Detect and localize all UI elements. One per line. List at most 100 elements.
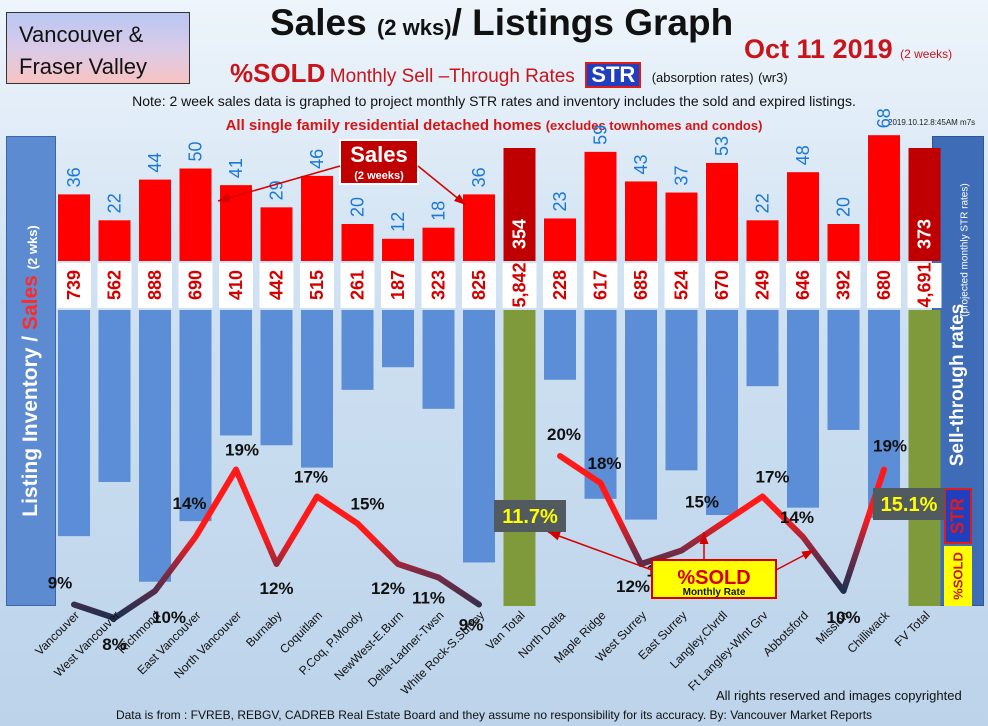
inventory-label: 739 [64, 270, 84, 300]
str-label: 19% [873, 437, 907, 456]
sales-bar [868, 135, 900, 261]
inventory-bar [220, 310, 252, 436]
category-label: Burnaby [243, 608, 285, 650]
str-label: 19% [225, 441, 259, 460]
inventory-bar [503, 310, 536, 606]
inventory-label: 690 [186, 270, 206, 300]
str-label: 11% [412, 589, 445, 608]
sales-label: 20 [834, 197, 854, 217]
total-str-box [494, 500, 566, 532]
inventory-bar [179, 310, 212, 522]
str-label: 15% [685, 493, 719, 512]
str-label: 12% [371, 579, 405, 598]
total-str-label: 11.7% [502, 506, 558, 528]
sales-label: 46 [307, 149, 327, 169]
date-note: (2 weeks) [900, 47, 953, 61]
inventory-label: 187 [388, 270, 408, 300]
str-label: 20% [547, 425, 581, 444]
str-label: 10% [826, 608, 860, 627]
left-axis-panel [6, 136, 56, 606]
inventory-label-box [138, 263, 172, 308]
inventory-bar [544, 310, 576, 380]
sales-label: 20 [348, 197, 368, 217]
sales-bar [584, 151, 617, 261]
bars-layer [57, 135, 942, 606]
inventory-label-box [300, 263, 334, 308]
sales-label: 29 [267, 180, 287, 200]
sales-bar [665, 192, 698, 261]
sales-label: 22 [753, 193, 773, 213]
inventory-label-box [745, 263, 780, 308]
inventory-bar [260, 310, 293, 446]
sales-bar [706, 162, 738, 261]
inventory-label: 680 [874, 270, 894, 300]
inventory-label: 249 [753, 270, 773, 300]
sales-label: 36 [64, 167, 84, 187]
inventory-label-box [57, 263, 91, 308]
sales-bar [544, 218, 576, 261]
inventory-label: 228 [550, 270, 570, 300]
sales-callout-arrow [217, 165, 341, 203]
sold-callout-arrow [547, 531, 653, 571]
str-label: 15% [350, 495, 384, 514]
str-label: 14% [172, 494, 206, 513]
sales-callout-box [339, 139, 419, 185]
inventory-label: 442 [267, 270, 287, 300]
sold-callout-subtitle: Monthly Rate [683, 587, 746, 598]
inventory-label-box [97, 263, 132, 308]
inventory-label-box [219, 263, 253, 308]
region-line-1: Vancouver & [19, 22, 144, 47]
category-label: Ft Langley-Wlnt Grv [685, 608, 770, 693]
chart-title: Sales (2 wks)/ Listings Graph [270, 2, 733, 44]
sold-callout-arrow [775, 549, 815, 571]
sales-bar [746, 220, 779, 261]
inventory-bar [139, 310, 171, 582]
sales-callout-arrow [417, 165, 467, 206]
sales-bar [908, 148, 941, 261]
sales-bar [179, 168, 212, 261]
subtitle-absorption: (absorption rates) [651, 70, 754, 85]
inventory-label: 670 [712, 270, 732, 300]
str-label: 17% [294, 468, 328, 487]
sales-bar [58, 194, 90, 261]
inventory-label-box [624, 263, 658, 308]
total-str-label: 15.1% [881, 494, 938, 516]
inventory-bar [787, 310, 819, 508]
str-line [71, 466, 482, 621]
inventory-bar [665, 310, 698, 471]
str-label: 10% [152, 608, 186, 627]
chart-note: Note: 2 week sales data is graphed to pr… [132, 93, 856, 109]
inventory-bar [827, 310, 860, 430]
category-label: FV Total [892, 608, 933, 649]
inventory-label: 888 [145, 270, 165, 300]
region-box: Vancouver & Fraser Valley [6, 12, 190, 84]
inventory-label: 685 [631, 270, 651, 300]
subtitle-pct-sold: %SOLD [230, 58, 326, 88]
inventory-label: 4,691 [915, 262, 935, 307]
category-label: NewWest-E.Burn [331, 608, 406, 683]
sales-label: 68 [874, 108, 894, 128]
inventory-label-box [826, 263, 861, 308]
sales-label: 354 [510, 219, 530, 249]
inventory-bar [908, 310, 941, 606]
inventory-label-box [664, 263, 699, 308]
inventory-bar [382, 310, 414, 368]
inventory-label-box [462, 263, 496, 308]
inventory-bar [341, 310, 374, 390]
sales-bar [139, 179, 171, 261]
sales-label: 23 [550, 191, 570, 211]
inventory-label-box [786, 263, 820, 308]
inventory-label: 392 [834, 270, 854, 300]
str-label: 12% [616, 577, 650, 596]
inventory-label-box [867, 263, 901, 308]
sales-bar [422, 227, 455, 261]
str-line [557, 453, 887, 594]
inventory-bar [422, 310, 455, 409]
inventory-label: 261 [348, 270, 368, 300]
sold-callout-title: %SOLD [677, 567, 750, 589]
inventory-bar [868, 310, 900, 519]
str-label: 12% [259, 579, 293, 598]
sold-callout-box [651, 559, 777, 599]
scope-text: All single family residential detached h… [225, 117, 542, 134]
